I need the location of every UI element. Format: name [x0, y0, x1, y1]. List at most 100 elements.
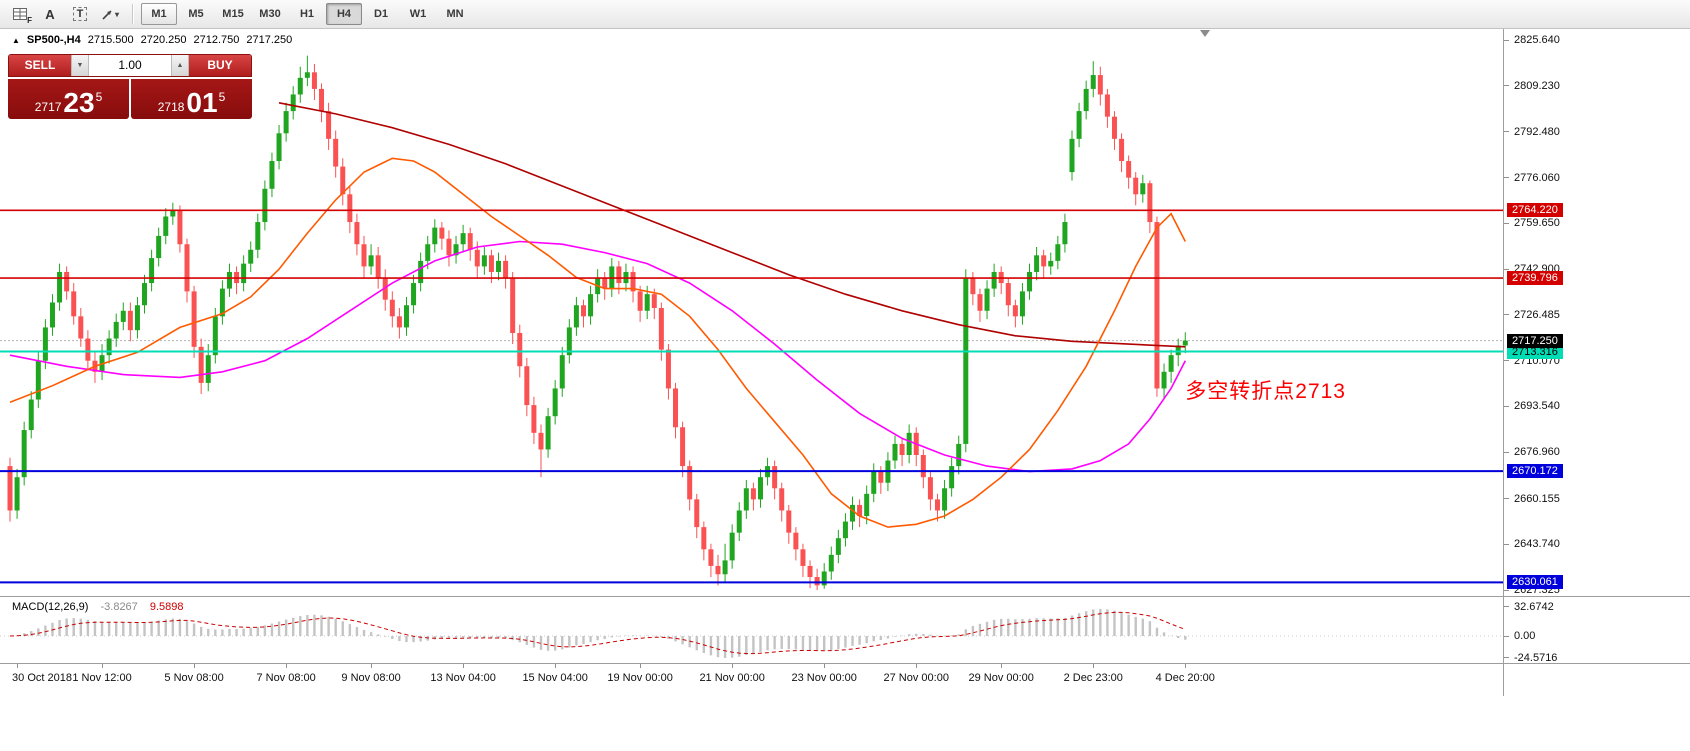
volume-decrease-button[interactable]: ▼	[71, 55, 89, 76]
dropdown-caret-icon: ▾	[114, 9, 119, 19]
tf-button-H4[interactable]: H4	[326, 3, 362, 25]
price-tick-label: 2676.960	[1514, 446, 1560, 459]
bid-price-display[interactable]: 2717 23 5	[8, 79, 129, 119]
buy-button[interactable]: BUY	[189, 55, 251, 76]
diagonal-arrow-glyph	[102, 9, 112, 20]
price-tick-mark	[1504, 360, 1509, 362]
price-level-label[interactable]: 2764.220	[1507, 203, 1563, 218]
tf-button-MN[interactable]: MN	[446, 8, 464, 20]
tf-button-M1[interactable]: M1	[141, 3, 177, 25]
macd-histogram	[15, 608, 1187, 659]
time-tick-mark	[1001, 664, 1003, 668]
price-tick-label: 2660.155	[1514, 492, 1560, 505]
font-a-icon[interactable]: A	[36, 2, 64, 26]
bid-price-pip: 5	[95, 90, 103, 104]
grid-glyph	[12, 7, 27, 20]
arrow-tools-icon[interactable]: ▾	[96, 2, 124, 26]
tf-button-H1[interactable]: H1	[299, 8, 315, 20]
ohlc-high: 2720.250	[140, 34, 187, 46]
time-tick-label: 7 Nov 08:00	[256, 672, 316, 684]
macd-tick-mark	[1504, 635, 1509, 637]
time-tick-label: 27 Nov 00:00	[883, 672, 949, 684]
time-tick-label: 30 Oct 2018	[12, 672, 72, 684]
sell-button[interactable]: SELL	[9, 55, 71, 76]
price-tick-label: 2776.060	[1514, 171, 1560, 184]
price-tick-mark	[1504, 268, 1509, 270]
time-tick-label: 9 Nov 08:00	[341, 672, 401, 684]
ask-price-prefix: 2718	[157, 100, 185, 114]
price-tick-mark	[1504, 498, 1509, 500]
price-tick-label: 2825.640	[1514, 34, 1560, 46]
time-tick-label: 13 Nov 04:00	[430, 672, 496, 684]
price-tick-label: 2726.485	[1514, 308, 1560, 321]
price-tick-mark	[1504, 222, 1509, 224]
ma-mid-line	[9, 240, 1187, 473]
macd-tick-label: -24.5716	[1514, 651, 1558, 664]
time-tick-mark	[640, 664, 642, 668]
time-tick-label: 19 Nov 00:00	[607, 672, 673, 684]
price-tick-mark	[1504, 405, 1509, 407]
time-tick-label: 1 Nov 12:00	[72, 672, 132, 684]
tf-button-M30[interactable]: M30	[259, 8, 281, 20]
tf-button-W1[interactable]: W1	[409, 8, 427, 20]
price-tick-mark	[1504, 177, 1509, 178]
price-tick-mark	[1504, 543, 1509, 545]
price-tick-mark	[1504, 85, 1509, 86]
macd-tick-label: 0.00	[1514, 630, 1536, 642]
symbol-name: SP500-,H4	[26, 34, 81, 46]
price-axis-separator	[1503, 29, 1504, 696]
chart-annotation-text[interactable]: 多空转折点2713	[1185, 380, 1346, 404]
time-tick-mark	[824, 664, 826, 668]
ask-price-pip: 5	[218, 90, 226, 104]
macd-indicator-canvas[interactable]	[0, 597, 1503, 663]
macd-axis: 32.6742 0.00 -24.5716	[1504, 597, 1690, 664]
price-level-label[interactable]: 2739.796	[1507, 271, 1563, 286]
symbol-ohlc-line: ▲ SP500-,H4 2715.500 2720.250 2712.750 2…	[12, 34, 292, 46]
volume-increase-button[interactable]: ▲	[171, 55, 189, 76]
ma-fast-line	[9, 157, 1187, 528]
volume-input[interactable]: 1.00	[89, 55, 171, 76]
price-tick-label: 2693.540	[1514, 400, 1560, 413]
macd-tick-label: 32.6742	[1514, 600, 1554, 613]
macd-tick-mark	[1504, 606, 1509, 608]
bid-price-prefix: 2717	[34, 100, 62, 114]
time-tick-mark	[1093, 664, 1095, 668]
time-tick-mark	[102, 664, 104, 668]
time-tick-mark	[17, 664, 19, 668]
font-a-glyph: A	[45, 6, 55, 22]
text-label-icon[interactable]: T	[66, 2, 94, 26]
ask-price-display[interactable]: 2718 01 5	[131, 79, 252, 119]
tick-data-icon[interactable]: F	[6, 2, 34, 26]
price-axis[interactable]: 2825.640 2809.230 2792.480 2776.060 2759.650…	[1504, 29, 1690, 596]
text-label-glyph: T	[72, 7, 88, 21]
macd-main-value: -3.8267	[100, 601, 138, 613]
price-level-label[interactable]: 2713.316	[1507, 344, 1563, 359]
candles	[7, 55, 1188, 591]
tf-button-M15[interactable]: M15	[222, 8, 244, 20]
price-chart-canvas	[0, 30, 1503, 591]
time-tick-label: 29 Nov 00:00	[968, 672, 1034, 684]
ohlc-low: 2712.750	[193, 34, 240, 46]
tick-data-icon-letter: F	[27, 16, 32, 25]
time-tick-mark	[194, 664, 196, 668]
time-axis-divider	[0, 663, 1690, 664]
price-tick-mark	[1504, 314, 1509, 316]
tf-button-D1[interactable]: D1	[373, 8, 389, 20]
tf-button-M5[interactable]: M5	[188, 8, 204, 20]
price-tick-mark	[1504, 451, 1509, 453]
time-tick-label: 4 Dec 20:00	[1155, 672, 1215, 684]
ohlc-open: 2715.500	[87, 34, 134, 46]
time-axis[interactable]: 30 Oct 2018 1 Nov 12:00 5 Nov 08:00 7 Nov 0…	[0, 664, 1503, 696]
price-level-label[interactable]: 2670.172	[1507, 464, 1563, 479]
time-tick-mark	[916, 664, 918, 668]
price-level-label[interactable]: 2630.061	[1507, 575, 1563, 590]
time-tick-mark	[371, 664, 373, 668]
chart-shift-marker	[1200, 30, 1210, 37]
current-price-label: 2717.250	[1507, 333, 1563, 348]
indicator-panel-divider[interactable]	[0, 596, 1690, 597]
time-tick-label: 23 Nov 00:00	[791, 672, 857, 684]
timeframe-bar: M1 M5 M15 M30 H1 H4 D1 W1 MN	[141, 3, 473, 25]
time-tick-mark	[555, 664, 557, 668]
price-tick-label: 2759.650	[1514, 217, 1560, 229]
